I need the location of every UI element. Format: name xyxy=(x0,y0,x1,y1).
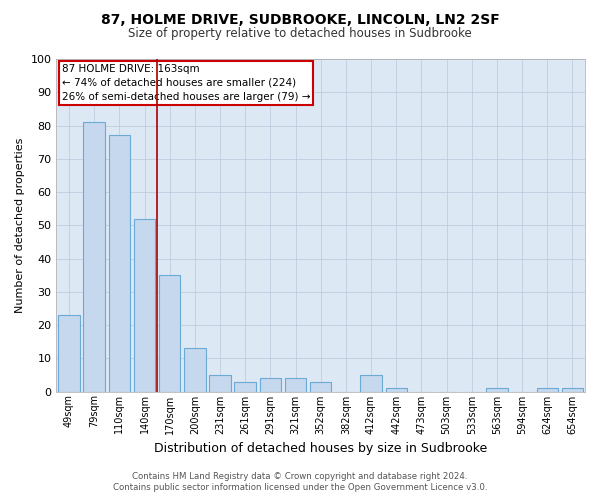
Text: Size of property relative to detached houses in Sudbrooke: Size of property relative to detached ho… xyxy=(128,28,472,40)
Bar xyxy=(134,218,155,392)
Bar xyxy=(386,388,407,392)
Bar xyxy=(486,388,508,392)
X-axis label: Distribution of detached houses by size in Sudbrooke: Distribution of detached houses by size … xyxy=(154,442,487,455)
Text: 87, HOLME DRIVE, SUDBROOKE, LINCOLN, LN2 2SF: 87, HOLME DRIVE, SUDBROOKE, LINCOLN, LN2… xyxy=(101,12,499,26)
Bar xyxy=(536,388,558,392)
Y-axis label: Number of detached properties: Number of detached properties xyxy=(15,138,25,313)
Bar xyxy=(562,388,583,392)
Bar xyxy=(184,348,206,392)
Bar xyxy=(209,375,231,392)
Bar xyxy=(361,375,382,392)
Bar xyxy=(285,378,306,392)
Bar xyxy=(159,275,181,392)
Text: Contains HM Land Registry data © Crown copyright and database right 2024.
Contai: Contains HM Land Registry data © Crown c… xyxy=(113,472,487,492)
Bar xyxy=(83,122,105,392)
Bar xyxy=(260,378,281,392)
Bar xyxy=(310,382,331,392)
Bar xyxy=(235,382,256,392)
Bar xyxy=(58,315,80,392)
Text: 87 HOLME DRIVE: 163sqm
← 74% of detached houses are smaller (224)
26% of semi-de: 87 HOLME DRIVE: 163sqm ← 74% of detached… xyxy=(62,64,310,102)
Bar xyxy=(109,136,130,392)
